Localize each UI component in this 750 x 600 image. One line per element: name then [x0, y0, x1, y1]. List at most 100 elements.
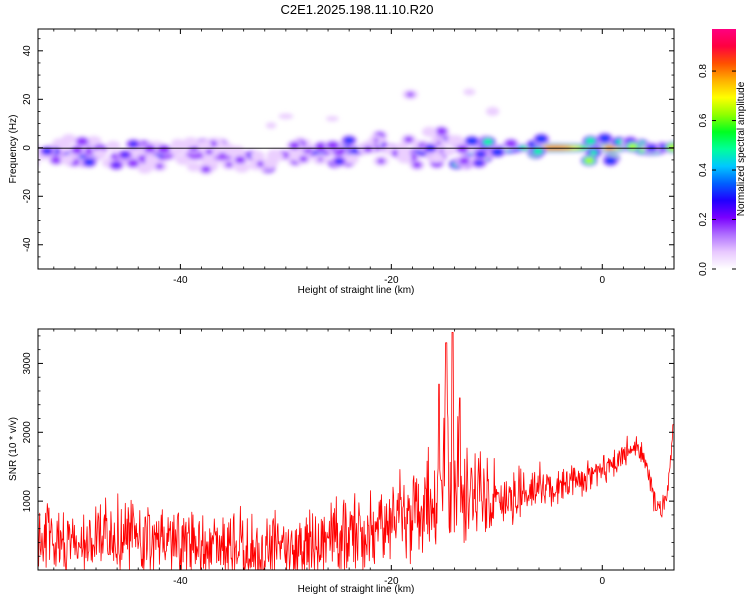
y-tick-label: 40 [22, 45, 33, 57]
snr-axes: -40 -20 0 1000 2000 3000 [22, 329, 674, 587]
heatmap-speckle [222, 143, 235, 152]
snr-ylabel: SNR (10 * v/v) [8, 417, 19, 481]
heatmap-speckle [344, 154, 359, 164]
heatmap-speckle [60, 154, 75, 165]
heatmap-blob [265, 122, 277, 129]
heatmap-speckle [400, 134, 417, 145]
heatmap-speckle [663, 141, 674, 154]
heatmap-blob [463, 88, 476, 96]
heatmap-speckle [532, 133, 550, 145]
heatmap-speckle [373, 155, 389, 167]
heatmap-speckle [463, 135, 481, 147]
heatmap-xlabel: Height of straight line (km) [298, 285, 415, 296]
y-tick-label: -20 [22, 189, 33, 204]
x-tick-label: -20 [384, 275, 399, 286]
heatmap-speckle [581, 135, 600, 147]
colorbar-tick-label: 0.6 [698, 113, 709, 127]
heatmap-speckle [201, 146, 217, 157]
heatmap-speckle [397, 149, 411, 159]
heatmap-speckle [38, 145, 56, 157]
y-tick-label: 2000 [22, 421, 33, 444]
heatmap-speckle [421, 126, 437, 137]
heatmap-speckle [116, 149, 134, 161]
heatmap-speckle [433, 125, 450, 137]
heatmap-speckle [580, 154, 598, 167]
y-tick-label: -40 [22, 237, 33, 252]
heatmap-speckle [470, 157, 488, 169]
colorbar-axis: 0.0 0.2 0.4 0.6 0.8 [698, 64, 736, 276]
x-tick-label: 0 [599, 275, 605, 286]
heatmap-speckle [472, 148, 490, 160]
heatmap-speckle [429, 153, 445, 164]
heatmap-speckle [394, 142, 409, 152]
heatmap-speckle [125, 157, 142, 169]
heatmap-speckle [286, 140, 303, 152]
y-tick-label: 20 [22, 93, 33, 105]
heatmap-speckle [263, 157, 278, 168]
x-tick-label: -40 [173, 576, 188, 587]
heatmap-ylabel: Frequency (Hz) [8, 115, 19, 184]
snr-series-line [38, 331, 674, 570]
heatmap-speckle [643, 142, 660, 154]
colorbar-tick-label: 0.2 [698, 212, 709, 226]
snr-xlabel: Height of straight line (km) [298, 584, 415, 595]
heatmap-speckle [250, 150, 265, 161]
heatmap-speckle [454, 143, 471, 155]
colorbar-tick-label: 0.0 [698, 262, 709, 276]
colorbar-tick-label: 0.4 [698, 163, 709, 177]
heatmap-speckle [442, 147, 456, 156]
heatmap-speckle [312, 154, 329, 165]
heatmap-speckle [529, 145, 547, 158]
heatmap-speckle [183, 137, 199, 148]
heatmap-panel: -40 -20 0 -40 -20 0 20 40 Height of straight li… [8, 28, 675, 296]
heatmap-frame [37, 28, 675, 270]
colorbar-label: Normalized spectral amplitude [736, 81, 747, 216]
heatmap-speckle [155, 143, 173, 155]
heatmap-axes: -40 -20 0 -40 -20 0 20 40 [22, 29, 674, 286]
heatmap-speckle [198, 164, 214, 175]
y-tick-label: 3000 [22, 352, 33, 375]
heatmap-speckle [171, 138, 185, 149]
snr-panel: -40 -20 0 1000 2000 3000 Height of straight l… [8, 328, 675, 595]
x-tick-label: 0 [599, 576, 605, 587]
heatmap-speckle [141, 143, 158, 155]
y-tick-label: 0 [22, 145, 33, 151]
colorbar-gradient [712, 29, 736, 269]
figure-title: C2E1.2025.198.11.10.R20 [281, 2, 434, 17]
heatmap-speckle [151, 161, 168, 172]
heatmap-speckle [38, 160, 39, 166]
heatmap-speckle [232, 154, 249, 166]
heatmap-speckle [48, 154, 65, 166]
colorbar-tick-label: 0.8 [698, 64, 709, 78]
x-tick-label: -20 [384, 576, 399, 587]
heatmap-speckle [271, 152, 284, 161]
heatmap-speckle [80, 156, 98, 168]
heatmap-speckle [456, 155, 473, 167]
colorbar: 0.0 0.2 0.4 0.6 0.8 Normalized spectral ampl… [698, 29, 747, 276]
heatmap-speckle [52, 138, 67, 148]
heatmap-speckle [479, 136, 497, 148]
heatmap-speckle [596, 132, 614, 144]
heatmap-speckle [186, 162, 201, 172]
heatmap-blob [326, 116, 339, 122]
y-tick-label: 1000 [22, 490, 33, 513]
x-tick-label: -40 [173, 275, 188, 286]
heatmap-speckle [360, 143, 377, 155]
heatmap-blob [278, 113, 294, 120]
heatmap-speckle [324, 139, 342, 151]
heatmap-speckle [74, 136, 91, 147]
heatmap-speckle [624, 140, 642, 153]
heatmap-speckle [502, 138, 520, 150]
snr-frame [37, 328, 675, 571]
heatmap-blob [402, 89, 419, 100]
heatmap-speckle [295, 153, 312, 165]
heatmap-speckle [340, 134, 358, 146]
heatmap-speckle [175, 155, 191, 165]
heatmap-speckle [489, 146, 506, 158]
heatmap-speckle [330, 155, 348, 167]
heatmap-speckle [108, 159, 125, 171]
heatmap-speckle [450, 135, 464, 144]
heatmap-speckle [92, 149, 108, 159]
heatmap-speckle [602, 155, 619, 167]
